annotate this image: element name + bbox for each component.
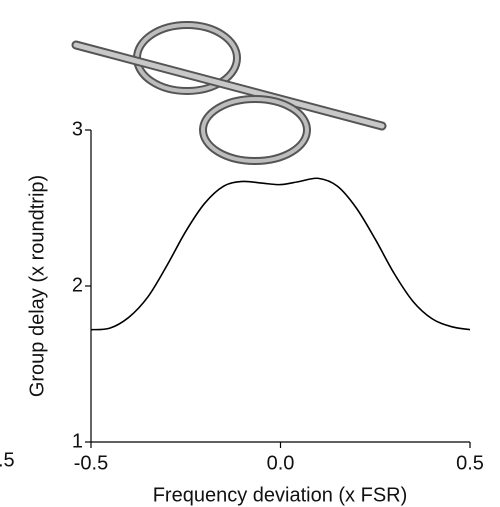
y-tick-label: 1 (72, 430, 83, 452)
x-tick-label: -0.5 (74, 452, 108, 474)
y-axis-label: Group delay (x roundtrip) (26, 175, 48, 397)
y-tick-label: 3 (72, 118, 83, 140)
data-line (90, 177, 471, 331)
x-tick-label: 0.5 (456, 452, 484, 474)
x-axis-label: Frequency deviation (x FSR) (153, 484, 408, 506)
ring-resonator-illustration (71, 21, 387, 165)
y-tick-label: 2 (72, 274, 83, 296)
clipped-label: .5 (0, 449, 15, 471)
x-tick-label: 0.0 (267, 452, 295, 474)
